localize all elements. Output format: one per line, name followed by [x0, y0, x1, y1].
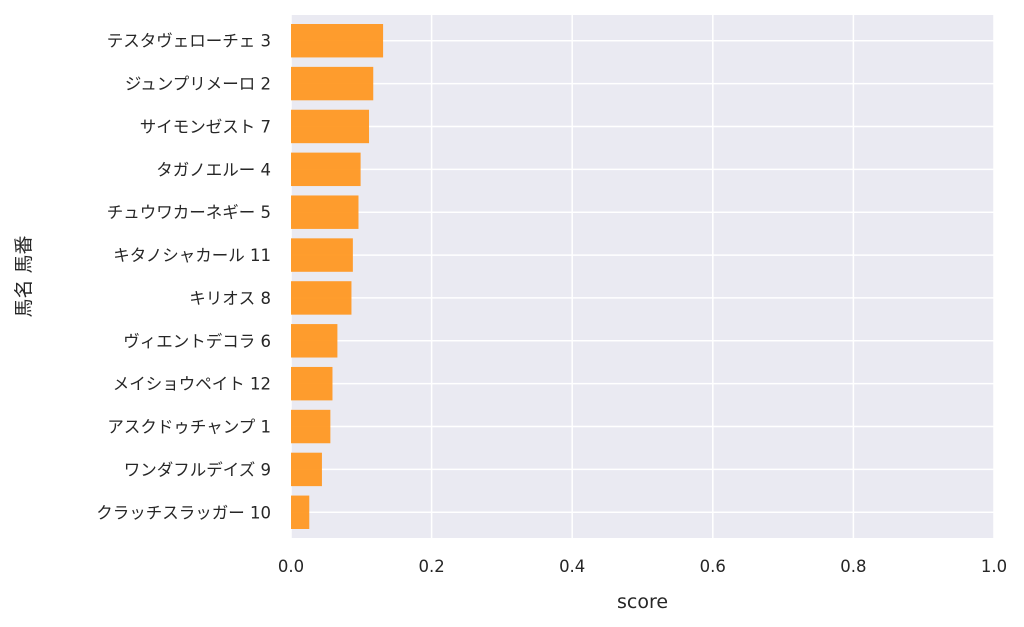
y-tick-label: キタノシャカール 11	[113, 246, 271, 265]
x-axis-label: score	[617, 591, 668, 613]
bars	[291, 24, 384, 529]
x-tick-label: 0.4	[559, 557, 585, 576]
x-tick-label: 0.8	[840, 557, 866, 576]
y-tick-label: キリオス 8	[189, 289, 271, 308]
y-tick-label: メイショウペイト 12	[113, 375, 271, 394]
plot-background	[291, 15, 994, 538]
bar	[291, 66, 374, 101]
bar	[291, 409, 331, 444]
bar	[291, 366, 333, 401]
x-tick-label: 0.2	[418, 557, 444, 576]
y-tick-labels: テスタヴェローチェ 3 ジュンプリメーロ 2 サイモンゼスト 7 タガノエルー 4 チュ…	[96, 32, 271, 523]
bar	[291, 238, 353, 272]
bar	[291, 281, 352, 315]
bar	[291, 24, 384, 58]
x-tick-label: 0.6	[700, 557, 726, 576]
grid-lines	[290, 15, 995, 538]
x-tick-label: 1.0	[981, 557, 1007, 576]
y-tick-label: タガノエルー 4	[156, 160, 271, 179]
bar	[291, 152, 361, 187]
y-tick-label: チュウワカーネギー 5	[107, 203, 271, 222]
y-tick-label: テスタヴェローチェ 3	[107, 32, 271, 51]
y-tick-label: サイモンゼスト 7	[140, 117, 271, 136]
x-tick-label: 0.0	[278, 557, 304, 576]
bar	[291, 452, 322, 487]
bar	[291, 195, 359, 229]
y-tick-label: ヴィエントデコラ 6	[123, 331, 271, 351]
y-tick-label: アスクドゥチャンプ 1	[107, 418, 271, 437]
bar	[291, 495, 310, 529]
y-axis-label: 馬名 馬番	[13, 235, 35, 317]
bar	[291, 324, 338, 358]
y-tick-label: ジュンプリメーロ 2	[125, 75, 271, 94]
x-tick-labels: 0.0 0.2 0.4 0.6 0.8 1.0	[278, 557, 1007, 576]
y-tick-label: クラッチスラッガー 10	[96, 503, 271, 522]
bar	[291, 109, 370, 144]
y-tick-label: ワンダフルデイズ 9	[124, 459, 271, 479]
